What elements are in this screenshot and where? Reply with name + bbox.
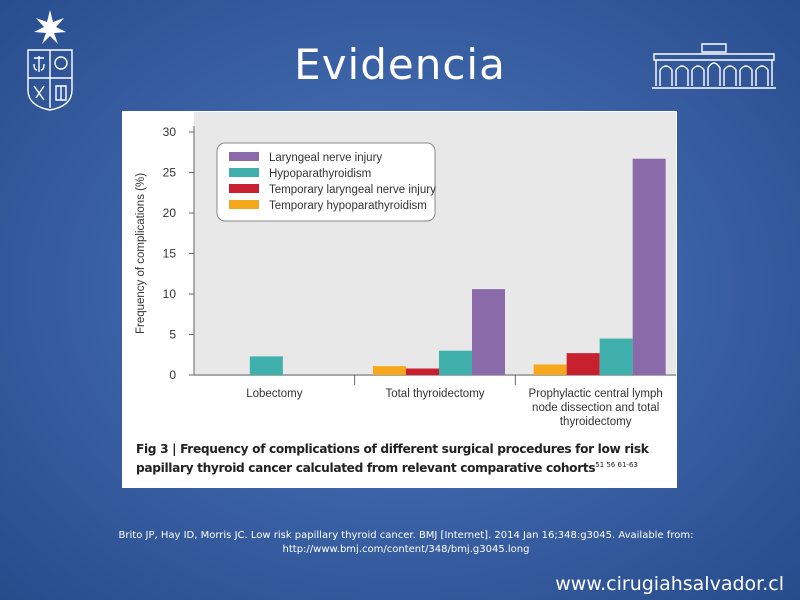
caption-separator: | xyxy=(168,442,181,456)
legend-swatch xyxy=(229,200,259,209)
bar xyxy=(406,368,439,375)
legend-swatch xyxy=(229,184,259,193)
chart-title: Frequency of complications of different … xyxy=(136,442,649,476)
x-category-label: Prophylactic central lymph xyxy=(529,388,663,400)
university-seal-logo xyxy=(18,8,82,112)
y-tick-label: 10 xyxy=(163,287,177,301)
university-seal-icon xyxy=(27,10,73,111)
hospital-building-icon xyxy=(652,43,776,89)
legend-label: Temporary laryngeal nerve injury xyxy=(269,184,436,196)
y-tick-label: 20 xyxy=(163,206,177,220)
slide-title: Evidencia xyxy=(294,40,506,89)
y-tick-label: 5 xyxy=(169,328,176,342)
website-url[interactable]: www.cirugiahsalvador.cl xyxy=(555,573,784,595)
bar xyxy=(566,353,600,375)
x-category-label: node dissection and total xyxy=(532,402,659,414)
bar xyxy=(439,350,472,375)
x-category-label: thyroidectomy xyxy=(560,416,632,428)
legend-label: Hypoparathyroidism xyxy=(269,168,371,180)
citations: 51 56 61-63 xyxy=(595,461,638,469)
hospital-building-logo xyxy=(650,40,778,92)
figure-panel: 0 5 10 15 20 25 30 Frequency of complications (… xyxy=(122,111,677,488)
reference-line-1: Brito JP, Hay ID, Morris JC. Low risk pa… xyxy=(118,530,694,541)
legend-swatch xyxy=(229,168,259,177)
reference-text: Brito JP, Hay ID, Morris JC. Low risk pa… xyxy=(100,529,712,557)
bar xyxy=(249,356,283,375)
y-tick-label: 0 xyxy=(169,368,176,382)
x-category-label: Lobectomy xyxy=(246,388,303,400)
legend-label: Temporary hypoparathyroidism xyxy=(269,200,427,212)
y-tick-label: 25 xyxy=(163,166,177,180)
figure-caption: Fig 3 | Frequency of complications of di… xyxy=(136,441,666,476)
legend-label: Laryngeal nerve injury xyxy=(269,152,382,164)
bar xyxy=(533,364,567,375)
bar-chart: 0 5 10 15 20 25 30 Frequency of complications (… xyxy=(135,125,676,428)
bar xyxy=(472,289,505,375)
x-category-label: Total thyroidectomy xyxy=(385,388,484,400)
y-axis-label: Frequency of complications (%) xyxy=(135,173,147,334)
bar xyxy=(599,338,633,375)
bar xyxy=(373,366,406,375)
y-tick-label: 15 xyxy=(163,247,177,261)
bar xyxy=(632,158,666,375)
figure-label: Fig 3 xyxy=(136,442,169,456)
y-tick-label: 30 xyxy=(163,125,177,139)
reference-link[interactable]: http://www.bmj.com/content/348/bmj.g3045… xyxy=(282,544,530,555)
legend-swatch xyxy=(229,152,259,161)
legend-box xyxy=(216,142,436,222)
